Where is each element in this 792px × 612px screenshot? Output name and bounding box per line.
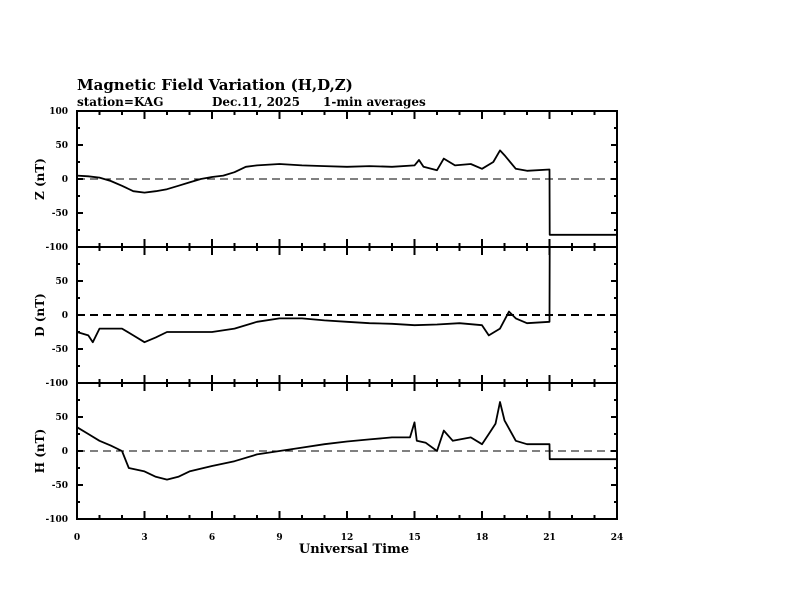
y-tick-label: 0: [62, 311, 68, 321]
x-tick-label: 15: [408, 533, 421, 543]
x-tick-label: 9: [276, 533, 282, 543]
series-line-D: [76, 246, 617, 344]
x-tick-label: 6: [209, 533, 215, 543]
x-tick-label: 18: [476, 533, 489, 543]
chart-title: Magnetic Field Variation (H,D,Z): [77, 76, 353, 94]
y-tick-label: -100: [45, 243, 68, 253]
x-tick-label: 3: [141, 533, 147, 543]
y-tick-label: 50: [55, 141, 68, 151]
x-tick-label: 12: [341, 533, 354, 543]
y-tick-label: 50: [55, 413, 68, 423]
y-tick-label: -100: [45, 379, 68, 389]
y-tick-label: -100: [45, 515, 68, 525]
averaging-label: 1-min averages: [323, 95, 426, 109]
y-axis-label-D: D (nT): [33, 293, 47, 337]
y-tick-label: -50: [52, 481, 68, 491]
x-tick-label: 24: [611, 533, 624, 543]
x-tick-label: 21: [543, 533, 556, 543]
series-line-H: [76, 401, 617, 481]
y-tick-label: -50: [52, 345, 68, 355]
y-tick-label: 0: [62, 447, 68, 457]
y-axis-label-Z: Z (nT): [33, 158, 47, 200]
y-axis-label-H: H (nT): [33, 429, 47, 474]
series-line-Z: [76, 149, 617, 236]
x-tick-label: 0: [74, 533, 80, 543]
y-tick-label: -50: [52, 209, 68, 219]
y-tick-label: 50: [55, 277, 68, 287]
x-axis-label: Universal Time: [299, 542, 409, 557]
date-label: Dec.11, 2025: [212, 95, 300, 109]
y-tick-label: 100: [49, 107, 68, 117]
y-tick-label: 0: [62, 175, 68, 185]
station-label: station=KAG: [77, 95, 163, 109]
